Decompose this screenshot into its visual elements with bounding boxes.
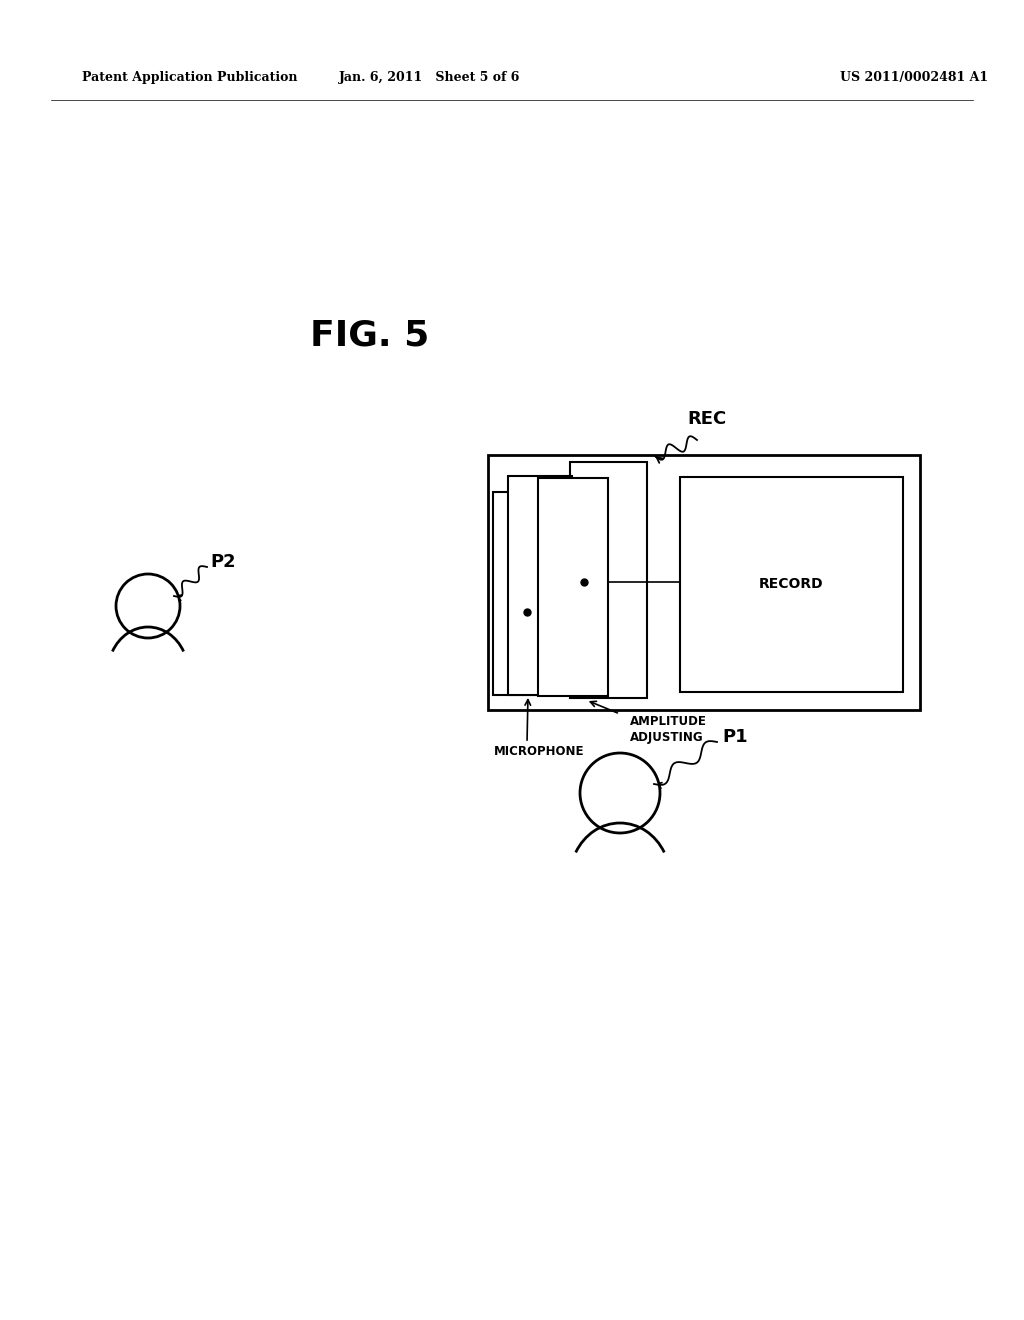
Circle shape xyxy=(116,574,180,638)
Bar xyxy=(493,492,558,696)
Text: US 2011/0002481 A1: US 2011/0002481 A1 xyxy=(840,71,988,84)
Bar xyxy=(570,462,647,698)
Text: Jan. 6, 2011   Sheet 5 of 6: Jan. 6, 2011 Sheet 5 of 6 xyxy=(339,71,520,84)
Bar xyxy=(508,477,572,696)
Text: Patent Application Publication: Patent Application Publication xyxy=(82,71,298,84)
Text: AMPLITUDE
ADJUSTING: AMPLITUDE ADJUSTING xyxy=(630,715,707,744)
Circle shape xyxy=(580,752,660,833)
Bar xyxy=(680,477,903,692)
Bar xyxy=(538,478,608,696)
Text: RECORD: RECORD xyxy=(759,578,824,591)
Bar xyxy=(488,455,920,710)
Text: REC: REC xyxy=(687,411,727,428)
Text: P2: P2 xyxy=(210,553,236,572)
Text: P1: P1 xyxy=(722,729,748,746)
Text: FIG. 5: FIG. 5 xyxy=(310,318,430,352)
Text: MICROPHONE: MICROPHONE xyxy=(494,744,585,758)
